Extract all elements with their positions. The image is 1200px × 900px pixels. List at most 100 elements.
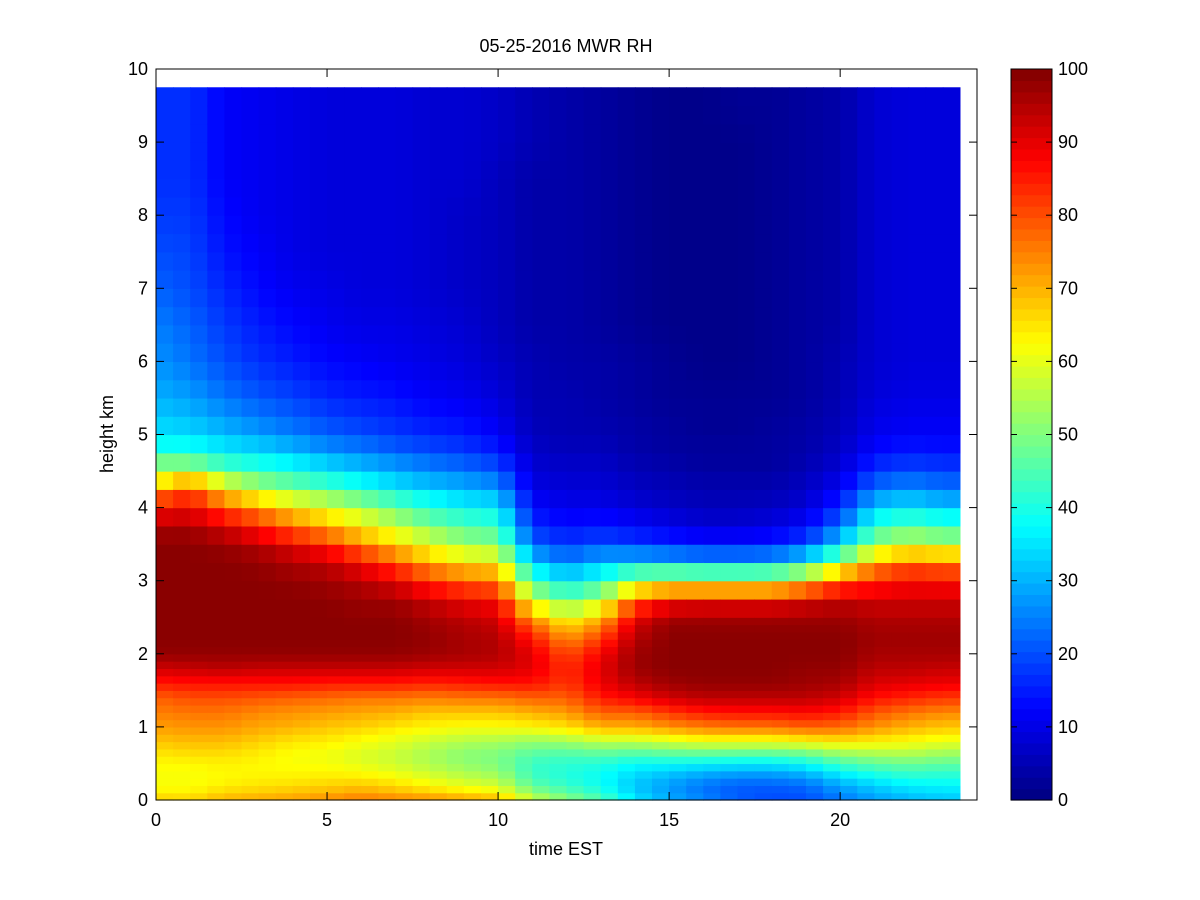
heatmap-cell [549, 792, 568, 801]
heatmap-cell [207, 215, 226, 235]
heatmap-cell [703, 233, 722, 253]
heatmap-cell [549, 756, 568, 765]
heatmap-cell [361, 288, 379, 308]
colorbar-gradient [1011, 69, 1052, 801]
heatmap-cell [634, 683, 653, 691]
heatmap-cell [327, 624, 345, 633]
heatmap-cell [173, 792, 191, 801]
heatmap-cell [788, 123, 807, 143]
heatmap-cell [429, 87, 448, 107]
colorbar-swatch [1011, 91, 1052, 104]
heatmap-cell [925, 734, 944, 743]
heatmap-cell [857, 631, 875, 640]
heatmap-cell [686, 379, 704, 399]
heatmap-cell [805, 778, 824, 786]
heatmap-cell [258, 741, 277, 750]
heatmap-cell [617, 631, 636, 640]
heatmap-cell [823, 726, 841, 735]
heatmap-cell [617, 160, 636, 180]
heatmap-cell [874, 770, 893, 779]
heatmap-cell [395, 712, 414, 721]
heatmap-cell [446, 379, 465, 399]
heatmap-cell [617, 661, 636, 670]
heatmap-cell [480, 712, 499, 721]
heatmap-cell [395, 734, 414, 743]
heatmap-cell [908, 770, 927, 779]
heatmap-cell [498, 434, 516, 454]
heatmap-cell [583, 105, 602, 125]
heatmap-cell [891, 719, 910, 728]
heatmap-cell [840, 288, 858, 308]
heatmap-cell [463, 668, 482, 677]
heatmap-cell [549, 142, 568, 161]
heatmap-cell [857, 215, 875, 235]
heatmap-cell [737, 690, 756, 699]
heatmap-cell [840, 397, 858, 417]
heatmap-cell [309, 270, 328, 289]
heatmap-cell [258, 617, 277, 626]
heatmap-cell [788, 306, 807, 326]
heatmap-cell [463, 452, 482, 472]
heatmap-cell [395, 785, 414, 794]
heatmap-cell [173, 683, 191, 691]
heatmap-cell [805, 379, 824, 399]
heatmap-cell [617, 598, 636, 618]
heatmap-cell [805, 631, 824, 640]
heatmap-cell [686, 196, 704, 216]
heatmap-cell [156, 683, 174, 691]
heatmap-cell [532, 778, 550, 786]
heatmap-cell [480, 726, 499, 735]
heatmap-cell [720, 683, 739, 691]
heatmap-cell [771, 726, 790, 735]
heatmap-cell [378, 123, 397, 143]
heatmap-cell [515, 160, 533, 180]
heatmap-cell [737, 178, 756, 198]
heatmap-cell [771, 580, 790, 600]
heatmap-cell [754, 770, 773, 779]
heatmap-cell [720, 668, 739, 677]
heatmap-cell [754, 178, 773, 198]
heatmap-cell [652, 544, 670, 564]
heatmap-cell [737, 489, 756, 509]
heatmap-cell [361, 704, 379, 713]
heatmap-cell [549, 105, 568, 125]
heatmap-cell [669, 233, 687, 253]
heatmap-cell [309, 544, 328, 564]
heatmap-cell [634, 646, 653, 655]
heatmap-cell [224, 778, 243, 786]
heatmap-cell [309, 416, 328, 436]
heatmap-cell [241, 544, 260, 564]
heatmap-cell [498, 653, 516, 662]
heatmap-cell [241, 215, 260, 235]
heatmap-cell [600, 675, 619, 684]
heatmap-cell [207, 726, 226, 735]
heatmap-cell [566, 196, 585, 216]
heatmap-cell [241, 734, 260, 743]
heatmap-cell [498, 683, 516, 691]
heatmap-cell [412, 770, 431, 779]
heatmap-cell [532, 525, 550, 545]
heatmap-cell [566, 598, 585, 618]
heatmap-cell [566, 704, 585, 713]
heatmap-cell [292, 726, 311, 735]
heatmap-cell [686, 734, 704, 743]
heatmap-cell [754, 712, 773, 721]
heatmap-cell [344, 661, 362, 670]
heatmap-cell [463, 653, 482, 662]
heatmap-cell [720, 544, 739, 564]
heatmap-cell [788, 712, 807, 721]
colorbar-swatch [1011, 160, 1052, 173]
heatmap-cell [600, 741, 619, 750]
heatmap-cell [874, 719, 893, 728]
heatmap-cell [429, 770, 448, 779]
heatmap-cell [412, 397, 431, 417]
heatmap-cell [942, 434, 961, 454]
heatmap-cell [549, 416, 568, 436]
heatmap-cell [823, 617, 841, 626]
heatmap-cell [224, 624, 243, 633]
heatmap-cell [515, 675, 533, 684]
heatmap-cell [344, 748, 362, 757]
heatmap-cell [446, 631, 465, 640]
heatmap-cell [771, 178, 790, 198]
heatmap-cell [874, 233, 893, 253]
